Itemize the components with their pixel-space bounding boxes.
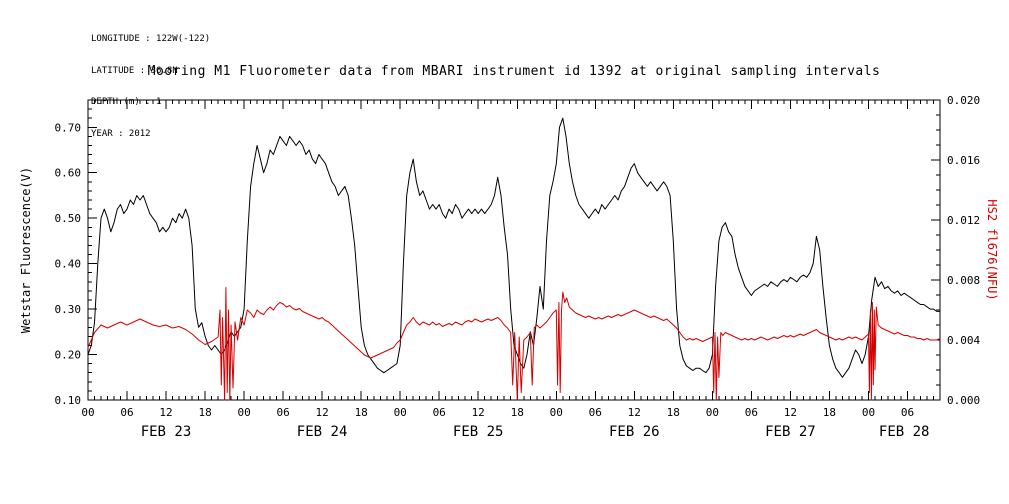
svg-text:0.50: 0.50 (55, 212, 82, 225)
svg-text:Wetstar Fluorescence(V): Wetstar Fluorescence(V) (19, 167, 33, 333)
svg-text:0.20: 0.20 (55, 349, 82, 362)
svg-text:12: 12 (315, 406, 328, 419)
chart-title: Mooring M1 Fluorometer data from MBARI i… (147, 64, 881, 79)
metadata-line-year: YEAR : 2012 (91, 128, 151, 139)
svg-text:00: 00 (237, 406, 250, 419)
svg-text:06: 06 (120, 406, 133, 419)
svg-text:0.012: 0.012 (947, 214, 980, 227)
svg-text:12: 12 (784, 406, 797, 419)
svg-text:FEB 26: FEB 26 (609, 424, 660, 440)
svg-text:12: 12 (628, 406, 641, 419)
svg-text:0.10: 0.10 (55, 394, 82, 407)
svg-text:00: 00 (706, 406, 719, 419)
svg-text:12: 12 (159, 406, 172, 419)
svg-text:FEB 28: FEB 28 (879, 424, 930, 440)
svg-text:0.016: 0.016 (947, 154, 980, 167)
svg-text:0.30: 0.30 (55, 303, 82, 316)
svg-text:18: 18 (355, 406, 368, 419)
metadata-line-depth: DEPTH (m) : 1 (91, 97, 162, 107)
svg-text:HS2 fl676(NFU): HS2 fl676(NFU) (985, 199, 999, 300)
svg-text:0.70: 0.70 (55, 121, 82, 134)
svg-text:18: 18 (511, 406, 524, 419)
metadata-line-longitude: LONGITUDE : 122W(-122) (91, 34, 211, 44)
svg-text:00: 00 (550, 406, 563, 419)
svg-text:06: 06 (433, 406, 446, 419)
svg-text:00: 00 (394, 406, 407, 419)
svg-text:18: 18 (667, 406, 680, 419)
svg-text:FEB 23: FEB 23 (141, 424, 192, 440)
svg-text:06: 06 (589, 406, 602, 419)
svg-text:FEB 27: FEB 27 (765, 424, 816, 440)
metadata-block: LONGITUDE : 122W(-122) LATITUDE : 36.8N … (91, 13, 210, 160)
svg-text:06: 06 (745, 406, 758, 419)
svg-text:18: 18 (823, 406, 836, 419)
svg-text:18: 18 (198, 406, 211, 419)
svg-text:0.000: 0.000 (947, 394, 980, 407)
svg-text:06: 06 (901, 406, 914, 419)
svg-text:00: 00 (862, 406, 875, 419)
svg-text:0.40: 0.40 (55, 258, 82, 271)
svg-text:06: 06 (276, 406, 289, 419)
metadata-line-latitude: LATITUDE : 36.8N (91, 65, 178, 76)
svg-text:00: 00 (81, 406, 94, 419)
svg-text:FEB 25: FEB 25 (453, 424, 504, 440)
svg-text:FEB 24: FEB 24 (297, 424, 348, 440)
svg-text:0.008: 0.008 (947, 274, 980, 287)
svg-text:0.004: 0.004 (947, 334, 980, 347)
svg-text:12: 12 (472, 406, 485, 419)
svg-text:0.020: 0.020 (947, 94, 980, 107)
svg-text:0.60: 0.60 (55, 167, 82, 180)
